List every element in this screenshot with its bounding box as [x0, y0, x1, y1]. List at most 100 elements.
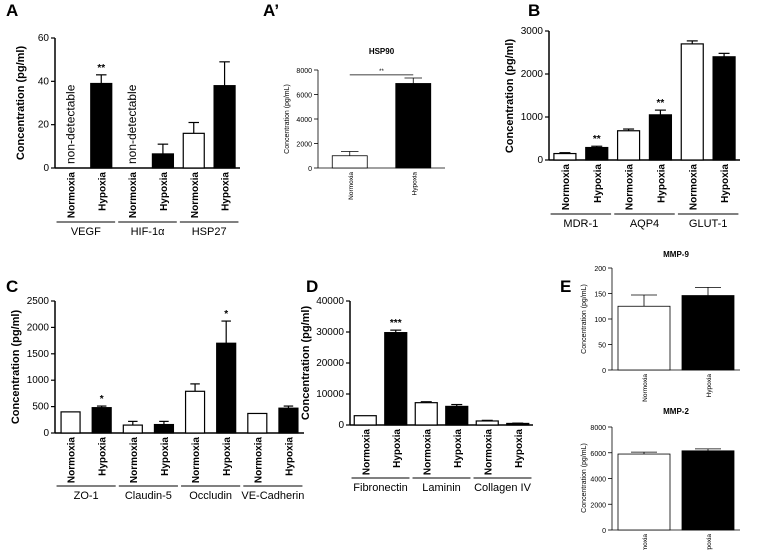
- chart-title: MMP-2: [663, 407, 689, 416]
- bar: [680, 43, 704, 161]
- x-tick-label: Hypoxia: [706, 534, 713, 550]
- bar: [153, 423, 175, 434]
- y-tick-label: 6000: [590, 451, 606, 458]
- y-axis-label: Concentration (pg/ml): [300, 306, 312, 421]
- bar: [213, 85, 236, 169]
- x-tick-label: Normoxia: [422, 429, 433, 476]
- bar: [247, 412, 268, 434]
- bar: [585, 146, 609, 161]
- x-tick-label: Hypoxia: [392, 429, 403, 468]
- panel-label: C: [6, 277, 18, 296]
- y-tick-label: 0: [537, 155, 543, 166]
- bar: [331, 155, 368, 169]
- bar: [216, 342, 237, 434]
- x-tick-label: Normoxia: [625, 164, 636, 211]
- significance-marker: *: [224, 309, 228, 320]
- bar-note: non-detectable: [125, 84, 139, 164]
- bar: [553, 152, 577, 161]
- x-tick-label: Hypoxia: [160, 437, 171, 476]
- bar: [278, 407, 299, 434]
- x-tick-label: Hypoxia: [720, 164, 731, 203]
- bar: [353, 415, 377, 426]
- x-tick-label: Normoxia: [642, 534, 649, 550]
- bar: [91, 407, 112, 434]
- bar: [681, 450, 735, 531]
- y-tick-label: 60: [38, 33, 50, 44]
- bar: [182, 132, 205, 169]
- panel-e2: MMP-2 0 2000 4000 6000 8000 Concentration (pg/…: [581, 407, 740, 550]
- x-tick-label: Hypoxia: [222, 437, 233, 476]
- panel-label: B: [528, 1, 540, 20]
- y-tick-label: 8000: [590, 425, 606, 432]
- x-tick-label: Normoxia: [129, 437, 140, 484]
- y-tick-label: 200: [594, 266, 606, 273]
- group-label: VE-Cadherin: [241, 490, 304, 502]
- x-tick-label: Normoxia: [688, 164, 699, 211]
- y-tick-label: 100: [594, 317, 606, 324]
- x-tick-label: Hypoxia: [706, 374, 713, 398]
- group-label: Laminin: [422, 482, 461, 494]
- x-tick-label: Normoxia: [561, 164, 572, 211]
- y-tick-label: 0: [602, 528, 606, 535]
- chart-title: HSP90: [369, 47, 395, 56]
- y-tick-label: 1500: [27, 349, 50, 360]
- x-tick-label: Normoxia: [642, 374, 649, 402]
- bar: [184, 390, 206, 434]
- bar-note: non-detectable: [63, 84, 77, 164]
- y-tick-label: 20000: [316, 358, 344, 369]
- x-tick-label: Hypoxia: [221, 172, 232, 211]
- x-tick-label: Hypoxia: [593, 164, 604, 203]
- x-tick-label: Normoxia: [253, 437, 264, 484]
- y-tick-label: 6000: [296, 93, 312, 100]
- y-tick-label: 0: [43, 163, 49, 174]
- panel-d: D 0 10000 20000 30000 40000 Concentration (pg/…: [300, 277, 533, 494]
- bar: [617, 305, 671, 371]
- panel-a: A 0 20 40 60 Concentration (pg/ml) non-detecta…: [6, 1, 240, 238]
- bar: [712, 56, 736, 161]
- x-tick-label: Hypoxia: [97, 172, 108, 211]
- y-tick-label: 2000: [521, 69, 544, 80]
- y-tick-label: 30000: [316, 327, 344, 338]
- y-tick-label: 0: [43, 428, 49, 439]
- x-tick-label: Hypoxia: [98, 437, 109, 476]
- y-tick-label: 0: [602, 368, 606, 375]
- y-axis-label: Concentration (pg/mL): [581, 284, 588, 354]
- y-tick-label: 10000: [316, 389, 344, 400]
- panel-b: B 0 1000 2000 3000 Concentration (pg/ml) Normo…: [504, 1, 740, 230]
- x-tick-label: Hypoxia: [514, 429, 525, 468]
- y-tick-label: 2000: [590, 502, 606, 509]
- y-axis-label: Concentration (pg/ml): [504, 39, 516, 154]
- significance-marker: *: [100, 394, 104, 405]
- y-tick-label: 3000: [521, 26, 544, 37]
- y-tick-label: 4000: [296, 117, 312, 124]
- y-tick-label: 8000: [296, 68, 312, 75]
- x-tick-label: Normoxia: [348, 172, 355, 200]
- group-label: MDR-1: [563, 218, 598, 230]
- panel-label: E: [560, 277, 571, 296]
- group-label: Claudin-5: [125, 490, 172, 502]
- x-tick-label: Hypoxia: [159, 172, 170, 211]
- x-tick-label: Normoxia: [190, 172, 201, 219]
- bar: [414, 402, 438, 426]
- panel-a2: A’ HSP90 0 2000 4000 6000 8000 Concentration (p…: [263, 1, 445, 200]
- bar: [90, 82, 113, 169]
- y-tick-label: 1000: [27, 375, 50, 386]
- group-label: Fibronectin: [353, 482, 407, 494]
- x-tick-label: Hypoxia: [284, 437, 295, 476]
- bar: [616, 130, 641, 161]
- panel-c: C 0 500 1000 1500 2000 2500 Concentration (pg/m…: [6, 277, 304, 502]
- x-tick-label: Normoxia: [483, 429, 494, 476]
- group-label: Occludin: [189, 490, 232, 502]
- y-tick-label: 40: [38, 76, 50, 87]
- bar: [395, 83, 432, 169]
- x-tick-label: Hypoxia: [411, 172, 418, 196]
- y-tick-label: 1000: [521, 112, 544, 123]
- y-tick-label: 2500: [27, 296, 50, 307]
- group-label: GLUT-1: [689, 218, 728, 230]
- bar: [681, 295, 735, 371]
- y-tick-label: 150: [594, 292, 606, 299]
- y-tick-label: 20: [38, 120, 50, 131]
- bar: [384, 332, 408, 426]
- y-axis-label: Concentration (pg/mL): [581, 443, 588, 513]
